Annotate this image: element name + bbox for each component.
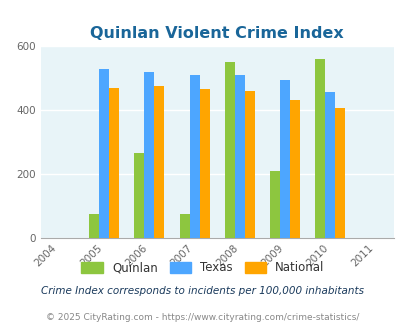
Text: Crime Index corresponds to incidents per 100,000 inhabitants: Crime Index corresponds to incidents per… xyxy=(41,286,364,296)
Bar xyxy=(315,59,325,238)
Bar xyxy=(325,92,335,238)
Bar xyxy=(290,100,299,238)
Text: © 2025 CityRating.com - https://www.cityrating.com/crime-statistics/: © 2025 CityRating.com - https://www.city… xyxy=(46,313,359,322)
Bar xyxy=(189,75,199,238)
Bar xyxy=(244,91,254,238)
Legend: Quinlan, Texas, National: Quinlan, Texas, National xyxy=(77,257,328,279)
Bar xyxy=(199,89,209,238)
Bar xyxy=(269,171,279,238)
Bar xyxy=(179,214,189,238)
Title: Quinlan Violent Crime Index: Quinlan Violent Crime Index xyxy=(90,26,343,41)
Bar xyxy=(335,108,345,238)
Bar xyxy=(279,80,290,238)
Bar xyxy=(234,75,244,238)
Bar xyxy=(89,214,99,238)
Bar xyxy=(154,86,164,238)
Bar xyxy=(144,72,154,238)
Bar xyxy=(99,69,109,238)
Bar xyxy=(224,62,234,238)
Bar xyxy=(134,153,144,238)
Bar xyxy=(109,88,119,238)
